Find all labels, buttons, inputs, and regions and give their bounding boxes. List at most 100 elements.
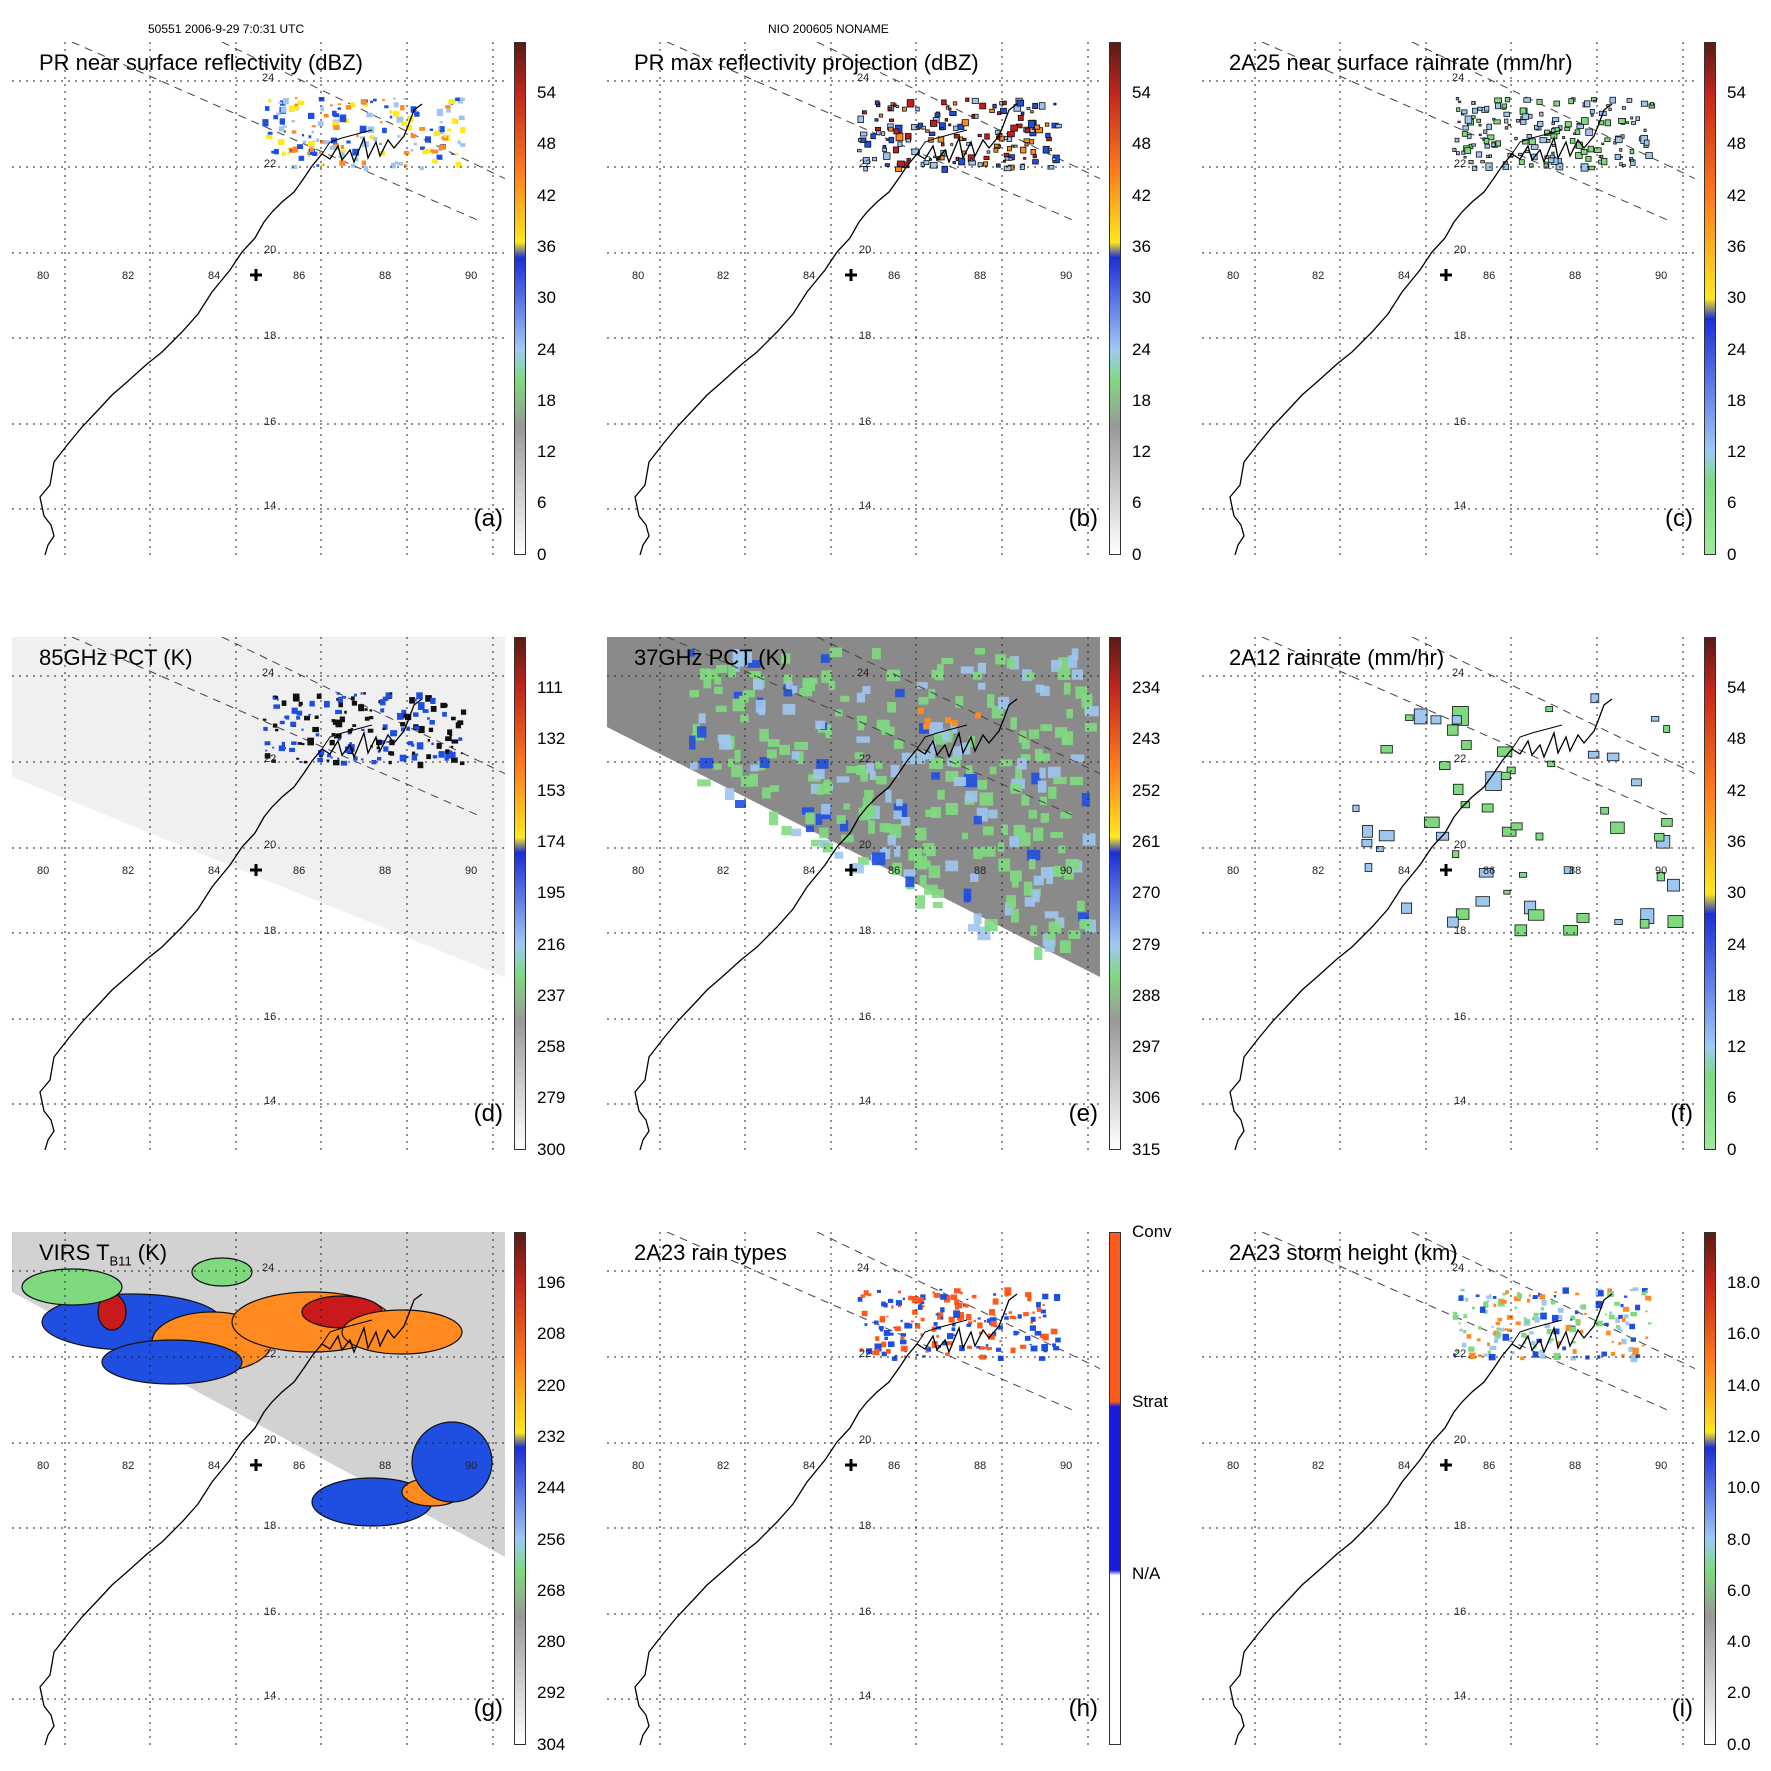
colorbar-label: 54 xyxy=(1727,83,1746,102)
rain-cell xyxy=(1038,102,1046,110)
coastline xyxy=(321,129,373,155)
panel-letter: (b) xyxy=(1068,505,1098,532)
colorbar-label: 30 xyxy=(1132,288,1151,308)
rain-cell xyxy=(271,150,275,154)
rain-cell xyxy=(460,761,465,766)
rain-cell xyxy=(288,147,296,153)
rain-cell xyxy=(1645,1295,1652,1301)
rain-cell xyxy=(1635,1304,1641,1311)
rain-cell xyxy=(984,133,990,140)
rain-cell xyxy=(337,757,340,761)
rain-cell xyxy=(874,127,882,132)
pixel-cell xyxy=(714,676,722,685)
rain-cell xyxy=(1011,144,1014,148)
rain-cell xyxy=(1581,117,1589,125)
pixel-cell xyxy=(1082,833,1096,846)
longitude-label: 86 xyxy=(293,1460,306,1472)
colorbar-label: 18 xyxy=(1727,985,1746,1005)
rain-cell xyxy=(1510,822,1523,831)
rain-cell xyxy=(1030,148,1036,155)
pixel-cell xyxy=(731,764,743,778)
cloud-cell xyxy=(341,1309,463,1355)
rain-cell xyxy=(951,1323,956,1327)
rain-cell xyxy=(1525,149,1530,154)
rain-cell xyxy=(944,118,949,122)
pixel-cell xyxy=(813,769,825,780)
pixel-cell xyxy=(976,807,988,822)
rain-cell xyxy=(340,760,348,766)
rain-cell xyxy=(281,700,287,706)
rain-cell xyxy=(1587,145,1594,153)
rain-cell xyxy=(1610,1351,1616,1356)
longitude-label: 88 xyxy=(1569,1460,1582,1472)
rain-cell xyxy=(312,726,319,733)
rain-cell xyxy=(443,134,447,138)
rain-cell xyxy=(1606,752,1620,762)
rain-cell xyxy=(966,1298,969,1301)
rain-cell xyxy=(1496,1332,1502,1337)
cloud-cell xyxy=(21,1268,123,1306)
rain-cell xyxy=(1587,750,1600,759)
rain-cell xyxy=(1634,1355,1637,1357)
rain-cell xyxy=(429,720,435,725)
latitude-label: 22 xyxy=(264,158,277,170)
rain-cell xyxy=(1024,143,1029,147)
rain-cell xyxy=(289,149,293,152)
rain-cell xyxy=(939,1288,943,1291)
rain-cell xyxy=(1641,1291,1647,1296)
rain-cell xyxy=(353,756,358,761)
colorbar-label: 292 xyxy=(537,1683,566,1703)
rain-cell xyxy=(953,133,960,139)
rain-cell xyxy=(356,134,359,138)
rain-cell xyxy=(954,1305,960,1310)
rain-cell xyxy=(1640,100,1649,107)
pixel-cell xyxy=(1047,766,1061,779)
rain-cell xyxy=(1492,1296,1497,1299)
rain-cell xyxy=(340,145,345,149)
rain-cell xyxy=(889,118,894,123)
rain-cell xyxy=(1532,1351,1539,1358)
rain-cell xyxy=(427,739,431,742)
swath-edge-line xyxy=(1261,637,1673,818)
pixel-cell xyxy=(930,806,941,819)
rain-cell xyxy=(1611,1340,1614,1344)
rain-cell xyxy=(900,1339,907,1345)
panel-e: 80 82 84 86 88 90 24 22 20 18 16 14 37GHz PCT (K) (e)… xyxy=(607,637,1160,1167)
rain-cell xyxy=(1023,1312,1029,1317)
rain-cell xyxy=(993,143,999,148)
longitude-label: 82 xyxy=(717,865,730,877)
colorbar-label: 54 xyxy=(1727,678,1746,697)
satellite-swath xyxy=(12,637,505,977)
rain-cell xyxy=(406,124,412,131)
pixel-cell xyxy=(1046,877,1054,885)
rain-cell xyxy=(900,1333,906,1337)
rain-cell xyxy=(866,1348,873,1355)
rain-cell xyxy=(402,757,407,762)
pixel-cell xyxy=(1009,836,1020,848)
rain-cell xyxy=(1495,1321,1501,1326)
rain-cell xyxy=(400,105,405,111)
pixel-cell xyxy=(1062,737,1071,745)
pixel-cell xyxy=(945,860,959,872)
rain-cell xyxy=(902,106,907,112)
rain-cell xyxy=(1502,1292,1507,1296)
pixel-cell xyxy=(1069,776,1083,786)
rain-cell xyxy=(1550,1300,1556,1305)
rain-cell xyxy=(1030,110,1034,114)
rain-cell xyxy=(1054,1293,1061,1301)
rain-cell xyxy=(1500,1300,1507,1304)
pixel-cell xyxy=(1064,871,1074,880)
pixel-cell xyxy=(909,851,921,859)
rain-cell xyxy=(427,717,430,720)
map-plot: 80 82 84 86 88 90 24 22 20 18 16 14 85GHz PCT (K) (d) xyxy=(12,637,505,1150)
rain-cell xyxy=(1620,1329,1623,1332)
rain-cell xyxy=(1464,115,1473,124)
rain-cell xyxy=(948,123,952,127)
rain-cell xyxy=(316,138,320,143)
pixel-cell xyxy=(925,845,936,857)
pixel-cell xyxy=(887,834,896,846)
rain-cell xyxy=(1588,165,1595,171)
rain-cell xyxy=(962,137,967,141)
panel-letter: (h) xyxy=(1068,1695,1098,1722)
rain-cell xyxy=(1535,832,1544,841)
